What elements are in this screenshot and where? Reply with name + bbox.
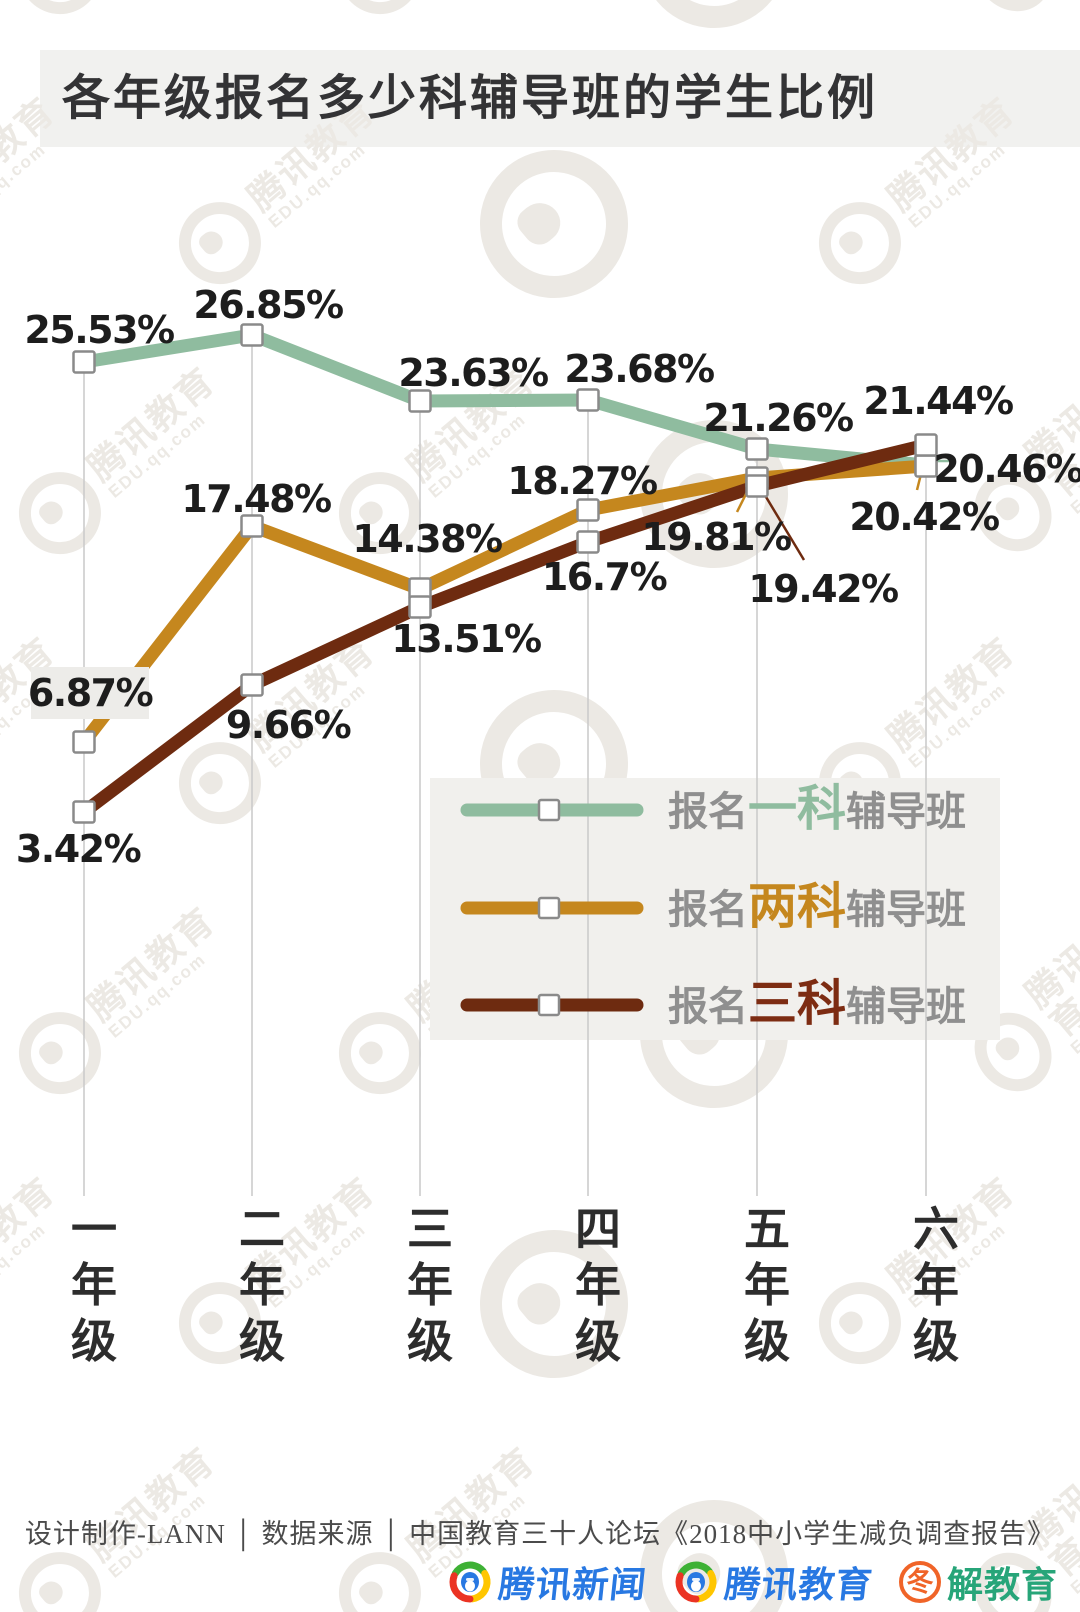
data-point-marker xyxy=(576,388,600,412)
series-line-0 xyxy=(77,328,933,472)
data-label: 18.27% xyxy=(507,459,657,503)
series-line-2 xyxy=(77,438,933,819)
dongjie-badge-icon: 冬 xyxy=(898,1561,941,1603)
tencent-penguin-icon xyxy=(675,1561,717,1603)
legend-marker xyxy=(537,798,561,822)
tencent-penguin-icon xyxy=(449,1561,491,1603)
tencent-news-label: 腾讯新闻 xyxy=(496,1564,649,1605)
data-label: 21.44% xyxy=(863,379,1013,423)
footer-credit: 设计制作-LANN │ 数据来源 │ 中国教育三十人论坛《2018中小学生减负调… xyxy=(24,1519,1056,1549)
logo-dongjie-edu: 冬 解教育 xyxy=(898,1556,1058,1608)
label-leader-line xyxy=(758,486,806,561)
dongjie-badge-char: 冬 xyxy=(906,1566,934,1597)
axis-label: 三年级 xyxy=(407,1203,453,1367)
data-label: 19.81% xyxy=(641,515,791,559)
data-point-marker xyxy=(914,433,938,457)
data-point-marker xyxy=(408,389,432,413)
legend-label: 报名一科辅导班 xyxy=(668,782,966,836)
data-label: 26.85% xyxy=(193,283,343,327)
legend-label: 报名三科辅导班 xyxy=(668,977,966,1031)
axis-label: 二年级 xyxy=(239,1203,285,1367)
data-label: 23.68% xyxy=(564,347,714,391)
data-label: 16.7% xyxy=(542,555,667,599)
logo-row: 腾讯新闻 腾讯教育 冬 解教育 xyxy=(447,1556,1058,1608)
axis-label: 六年级 xyxy=(913,1203,959,1367)
data-point-marker xyxy=(408,595,432,619)
data-label: 25.53% xyxy=(24,308,174,352)
data-point-marker xyxy=(745,474,769,498)
data-label: 17.48% xyxy=(181,477,331,521)
legend-marker xyxy=(537,993,561,1017)
data-label: 20.42% xyxy=(849,495,999,539)
data-point-marker xyxy=(72,730,96,754)
data-label: 9.66% xyxy=(226,703,351,747)
axis-label: 一年级 xyxy=(71,1203,117,1367)
data-label: 3.42% xyxy=(16,827,141,871)
title-band xyxy=(40,50,1080,147)
data-point-marker xyxy=(576,498,600,522)
data-point-marker xyxy=(72,800,96,824)
legend-marker xyxy=(537,896,561,920)
data-label: 14.38% xyxy=(352,517,502,561)
data-point-marker xyxy=(240,323,264,347)
data-label: 23.63% xyxy=(398,351,548,395)
tencent-edu-label: 腾讯教育 xyxy=(722,1564,875,1605)
data-label-background xyxy=(31,667,149,719)
legend-label: 报名两科辅导班 xyxy=(668,880,966,934)
data-label: 6.87% xyxy=(28,671,153,715)
data-point-marker xyxy=(745,437,769,461)
data-label: 21.26% xyxy=(703,396,853,440)
data-label: 19.42% xyxy=(748,567,898,611)
logo-tencent-news: 腾讯新闻 xyxy=(447,1556,649,1608)
axis-label: 四年级 xyxy=(575,1203,621,1367)
axis-label: 五年级 xyxy=(744,1203,790,1367)
data-point-marker xyxy=(240,514,264,538)
data-label: 20.46% xyxy=(933,447,1080,491)
page-title: 各年级报名多少科辅导班的学生比例 xyxy=(62,72,879,125)
data-point-marker xyxy=(240,673,264,697)
logo-tencent-edu: 腾讯教育 xyxy=(673,1556,875,1608)
data-point-marker xyxy=(576,530,600,554)
dongjie-edu-label: 解教育 xyxy=(946,1564,1058,1605)
data-point-marker xyxy=(72,350,96,374)
data-label: 13.51% xyxy=(391,617,541,661)
